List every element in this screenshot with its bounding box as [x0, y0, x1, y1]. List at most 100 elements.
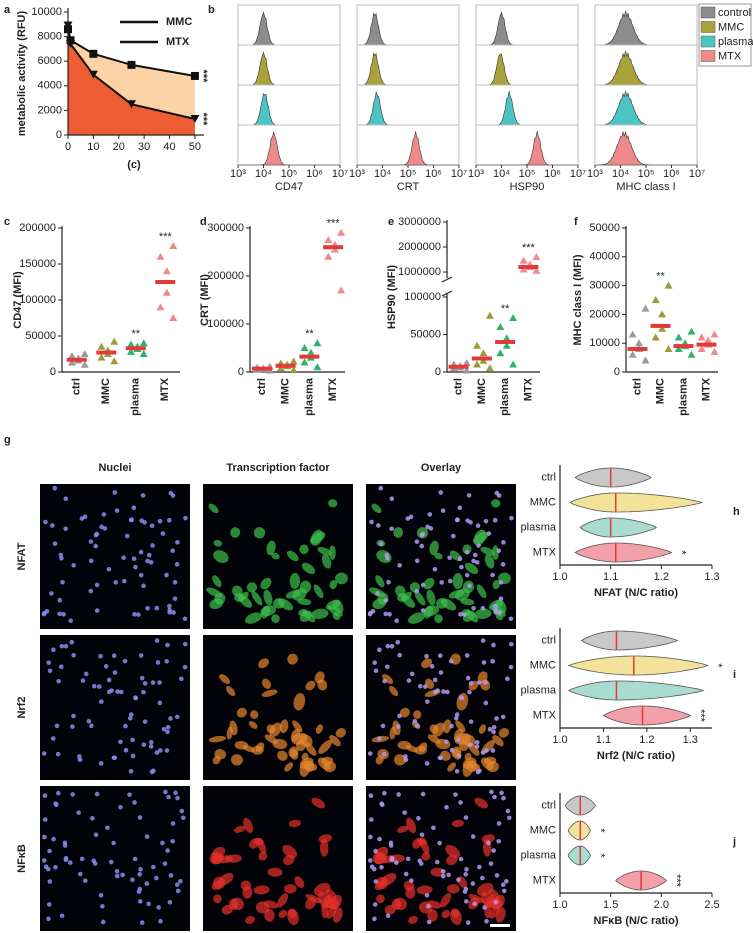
marker: [89, 49, 98, 58]
cell: [273, 598, 285, 609]
nucleus: [88, 588, 94, 594]
histogram-cell: [475, 84, 579, 126]
point: [162, 288, 171, 296]
nucleus: [435, 688, 440, 693]
nucleus: [91, 683, 97, 689]
nucleus: [109, 688, 114, 693]
nucleus: [68, 860, 73, 865]
nucleus: [83, 671, 89, 677]
nucleus: [138, 867, 143, 872]
point: [658, 310, 667, 318]
nucleus: [90, 815, 95, 821]
nucleus: [494, 873, 500, 878]
nucleus: [98, 653, 103, 659]
x-tick-label: 10³: [468, 168, 484, 180]
nucleus: [56, 678, 61, 684]
nucleus: [50, 736, 56, 741]
cell: [236, 707, 247, 718]
x-tick-label: 1.3: [704, 571, 719, 583]
nucleus: [414, 588, 420, 594]
x-tick-label: 2.5: [704, 899, 719, 911]
point: [519, 256, 528, 264]
y-tick-label: 300000: [207, 222, 244, 234]
nucleus: [154, 875, 159, 881]
cell: [329, 894, 342, 909]
nucleus: [44, 609, 50, 614]
nucleus: [381, 751, 387, 757]
mean-bar: [673, 344, 694, 349]
nucleus: [463, 872, 468, 877]
cell: [253, 885, 270, 895]
nucleus: [139, 518, 144, 523]
nucleus: [409, 878, 414, 883]
nucleus: [501, 540, 506, 545]
nucleus: [138, 653, 144, 658]
violin: [602, 705, 692, 726]
axis: [61, 226, 180, 373]
significance: ***: [694, 709, 706, 723]
point: [509, 314, 518, 321]
y-tick-label: 30000: [589, 280, 620, 292]
nucleus: [131, 505, 137, 511]
nucleus: [77, 871, 83, 877]
cell: [242, 744, 255, 753]
point: [664, 344, 673, 352]
cell: [245, 612, 262, 624]
y-tick-label: 100000: [19, 294, 56, 306]
nucleus: [454, 712, 460, 717]
cell: [399, 707, 410, 718]
nucleus: [456, 877, 461, 883]
cell: [213, 894, 222, 904]
nucleus: [142, 681, 148, 686]
nucleus: [489, 789, 494, 795]
point: [628, 330, 637, 338]
x-tick-label: 1.0: [552, 571, 567, 583]
panel-label: g: [4, 434, 11, 446]
cell: [476, 882, 494, 897]
nucleus: [467, 689, 472, 695]
y-tick-label: 0: [56, 129, 62, 141]
nucleus: [475, 523, 481, 529]
nucleus: [89, 723, 94, 729]
mean-bar: [66, 357, 87, 362]
legend-label: MMC: [718, 21, 744, 33]
point: [289, 357, 298, 365]
x-tick-label: 10⁵: [400, 168, 417, 180]
point: [509, 360, 518, 368]
point: [674, 344, 683, 352]
nucleus: [384, 664, 390, 670]
y-tick-label: 200000: [19, 222, 56, 234]
x-tick-label: 50: [189, 141, 201, 153]
nucleus: [63, 855, 69, 861]
cell: [408, 915, 418, 924]
x-tick-label: 1.1: [603, 571, 618, 583]
nucleus: [422, 684, 428, 689]
nucleus: [377, 836, 382, 842]
nucleus: [161, 726, 167, 732]
nucleus: [131, 556, 137, 562]
point: [532, 266, 541, 274]
nucleus: [111, 653, 117, 659]
histogram: [238, 51, 340, 86]
nucleus: [113, 580, 119, 585]
nucleus: [127, 792, 132, 797]
nucleus: [77, 757, 83, 763]
histogram: [238, 93, 340, 126]
nucleus: [368, 817, 374, 822]
x-tick-label: 30: [138, 141, 150, 153]
point: [485, 311, 494, 319]
point: [697, 333, 706, 341]
nucleus: [457, 505, 463, 511]
nucleus: [476, 543, 481, 548]
mean-bar: [299, 354, 320, 359]
nucleus: [420, 608, 426, 613]
nucleus: [432, 677, 438, 683]
nucleus: [94, 582, 100, 588]
nucleus: [494, 716, 499, 721]
nucleus: [458, 856, 464, 862]
nucleus: [486, 840, 491, 846]
nucleus: [440, 873, 446, 879]
nucleus: [114, 508, 120, 513]
nucleus: [425, 524, 430, 530]
nucleus: [376, 523, 381, 528]
